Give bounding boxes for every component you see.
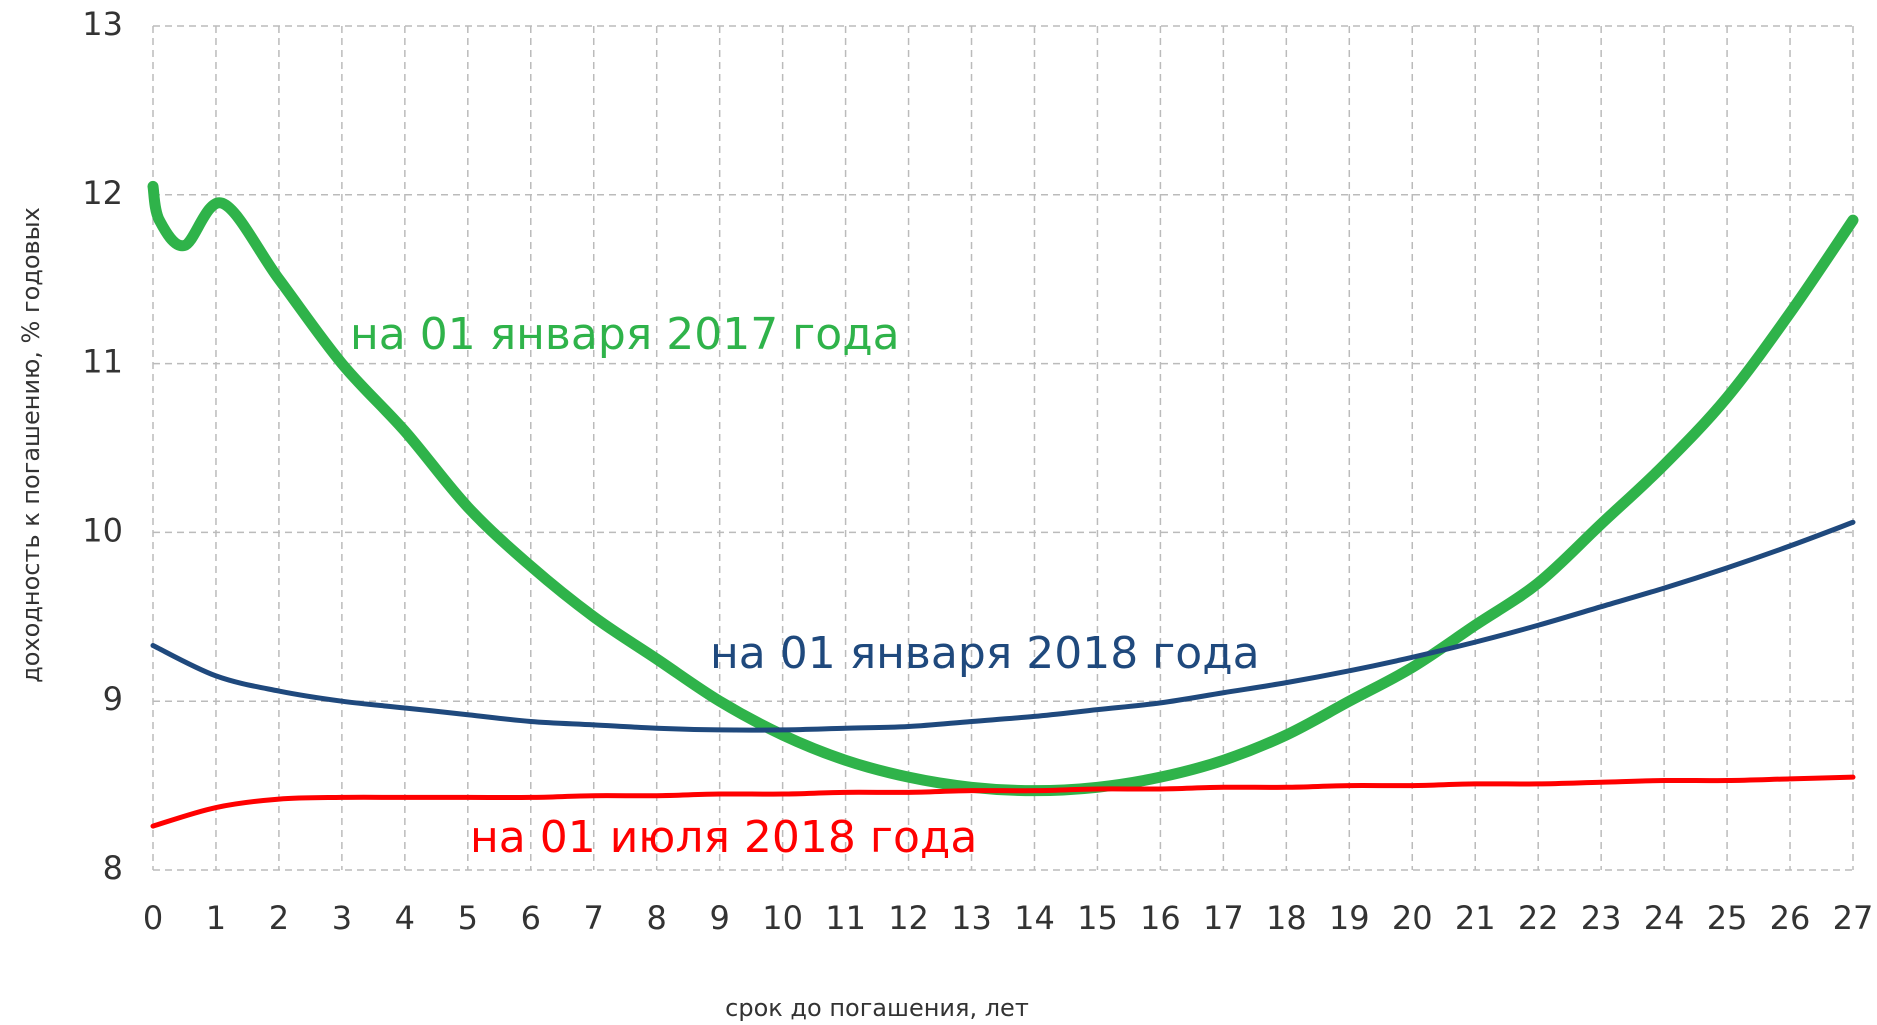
x-tick-label: 8 (647, 899, 667, 937)
x-tick-label: 13 (951, 899, 992, 937)
x-tick-label: 12 (888, 899, 929, 937)
x-axis-label: срок до погашения, лет (725, 994, 1029, 1022)
y-tick-label: 13 (82, 5, 123, 43)
x-tick-label: 11 (825, 899, 866, 937)
series-line (150, 519, 1856, 733)
series-line (147, 180, 1859, 797)
y-tick-label: 11 (82, 343, 123, 381)
x-tick-label: 18 (1266, 899, 1307, 937)
x-tick-label: 24 (1644, 899, 1685, 937)
x-tick-label: 25 (1707, 899, 1748, 937)
x-tick-label: 7 (584, 899, 604, 937)
y-tick-label: 9 (103, 680, 123, 718)
x-tick-label: 2 (269, 899, 289, 937)
x-tick-label: 19 (1329, 899, 1370, 937)
x-tick-label: 3 (332, 899, 352, 937)
series-label: на 01 января 2017 года (350, 309, 900, 360)
x-tick-label: 23 (1581, 899, 1622, 937)
series-line (150, 774, 1856, 829)
x-tick-label: 4 (395, 899, 415, 937)
series-label: на 01 января 2018 года (710, 628, 1260, 679)
x-tick-label: 14 (1014, 899, 1055, 937)
x-tick-label: 9 (709, 899, 729, 937)
y-tick-label: 8 (103, 849, 123, 887)
x-tick-label: 27 (1833, 899, 1874, 937)
y-axis-label: доходность к погашению, % годовых (17, 207, 45, 683)
x-tick-label: 10 (762, 899, 803, 937)
y-tick-label: 12 (82, 174, 123, 212)
x-tick-label: 17 (1203, 899, 1244, 937)
x-tick-label: 5 (458, 899, 478, 937)
x-tick-label: 20 (1392, 899, 1433, 937)
x-tick-label: 15 (1077, 899, 1118, 937)
x-tick-label: 6 (521, 899, 541, 937)
series-label: на 01 июля 2018 года (470, 812, 977, 863)
x-tick-label: 22 (1518, 899, 1559, 937)
x-tick-label: 16 (1140, 899, 1181, 937)
y-tick-label: 10 (82, 511, 123, 549)
x-tick-label: 0 (143, 899, 163, 937)
x-tick-label: 26 (1770, 899, 1811, 937)
x-tick-label: 21 (1455, 899, 1496, 937)
x-tick-label: 1 (206, 899, 226, 937)
